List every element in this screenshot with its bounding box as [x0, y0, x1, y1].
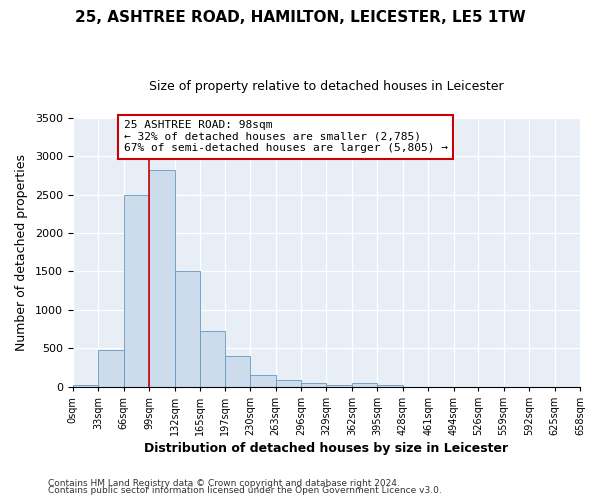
Title: Size of property relative to detached houses in Leicester: Size of property relative to detached ho… [149, 80, 504, 93]
Bar [224, 356, 250, 386]
Bar [98, 350, 124, 387]
Bar [73, 385, 98, 386]
Text: 25, ASHTREE ROAD, HAMILTON, LEICESTER, LE5 1TW: 25, ASHTREE ROAD, HAMILTON, LEICESTER, L… [74, 10, 526, 25]
Bar [301, 383, 326, 386]
Bar [275, 380, 301, 386]
Bar [175, 270, 200, 386]
Bar [149, 170, 175, 386]
Bar [124, 194, 149, 386]
X-axis label: Distribution of detached houses by size in Leicester: Distribution of detached houses by size … [145, 442, 508, 455]
Bar [377, 385, 403, 386]
Text: Contains public sector information licensed under the Open Government Licence v3: Contains public sector information licen… [48, 486, 442, 495]
Bar [326, 384, 352, 386]
Bar [200, 332, 224, 386]
Text: Contains HM Land Registry data © Crown copyright and database right 2024.: Contains HM Land Registry data © Crown c… [48, 478, 400, 488]
Bar [250, 374, 275, 386]
Bar [352, 383, 377, 386]
Y-axis label: Number of detached properties: Number of detached properties [15, 154, 28, 350]
Text: 25 ASHTREE ROAD: 98sqm
← 32% of detached houses are smaller (2,785)
67% of semi-: 25 ASHTREE ROAD: 98sqm ← 32% of detached… [124, 120, 448, 154]
